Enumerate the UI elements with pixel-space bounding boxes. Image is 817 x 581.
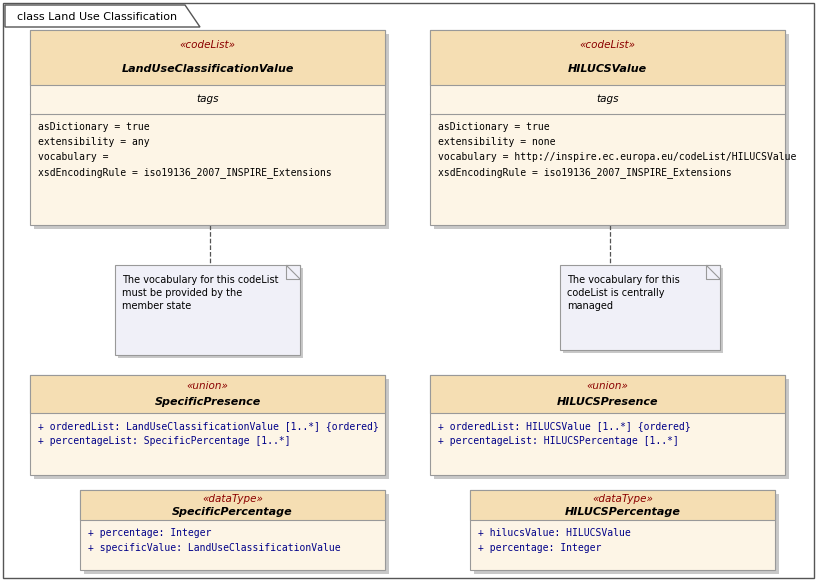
Text: xsdEncodingRule = iso19136_2007_INSPIRE_Extensions: xsdEncodingRule = iso19136_2007_INSPIRE_… (438, 167, 732, 178)
Bar (560, 265, 720, 350)
Text: extensibility = any: extensibility = any (38, 137, 150, 147)
Bar (34, 379, 389, 479)
Text: extensibility = none: extensibility = none (438, 137, 556, 147)
Bar (30, 30, 385, 85)
Text: tags: tags (196, 94, 219, 104)
Bar (80, 490, 385, 521)
Bar (118, 268, 303, 358)
Bar (430, 30, 785, 225)
Text: + orderedList: LandUseClassificationValue [1..*] {ordered}: + orderedList: LandUseClassificationValu… (38, 421, 379, 431)
Bar (115, 265, 300, 355)
Bar (80, 490, 385, 570)
Bar (30, 375, 385, 413)
Bar (430, 375, 785, 413)
Text: «dataType»: «dataType» (592, 493, 653, 504)
Text: tags: tags (596, 94, 618, 104)
Text: «union»: «union» (186, 381, 229, 390)
Text: SpecificPresence: SpecificPresence (154, 397, 261, 407)
Text: + percentage: Integer: + percentage: Integer (88, 528, 212, 539)
Text: + percentageList: SpecificPercentage [1..*]: + percentageList: SpecificPercentage [1.… (38, 436, 291, 446)
Bar (563, 268, 723, 353)
Text: + specificValue: LandUseClassificationValue: + specificValue: LandUseClassificationVa… (88, 543, 341, 553)
Text: LandUseClassificationValue: LandUseClassificationValue (121, 64, 293, 74)
Text: The vocabulary for this
codeList is centrally
managed: The vocabulary for this codeList is cent… (567, 275, 680, 311)
Polygon shape (5, 5, 200, 27)
Text: «codeList»: «codeList» (180, 40, 235, 51)
Text: vocabulary = http://inspire.ec.europa.eu/codeList/HILUCSValue: vocabulary = http://inspire.ec.europa.eu… (438, 152, 797, 162)
Bar (434, 34, 789, 229)
Bar (430, 375, 785, 475)
Text: «union»: «union» (587, 381, 628, 390)
Text: + orderedList: HILUCSValue [1..*] {ordered}: + orderedList: HILUCSValue [1..*] {order… (438, 421, 690, 431)
Polygon shape (706, 265, 720, 279)
Text: + percentageList: HILUCSPercentage [1..*]: + percentageList: HILUCSPercentage [1..*… (438, 436, 679, 446)
Text: HILUCSPercentage: HILUCSPercentage (565, 507, 681, 517)
Text: xsdEncodingRule = iso19136_2007_INSPIRE_Extensions: xsdEncodingRule = iso19136_2007_INSPIRE_… (38, 167, 332, 178)
Text: «codeList»: «codeList» (579, 40, 636, 51)
Bar (34, 34, 389, 229)
Bar (430, 30, 785, 85)
Text: vocabulary =: vocabulary = (38, 152, 109, 162)
Bar (470, 490, 775, 570)
Polygon shape (286, 265, 300, 279)
Text: + hilucsValue: HILUCSValue: + hilucsValue: HILUCSValue (478, 528, 631, 539)
Bar (84, 494, 389, 574)
Text: asDictionary = true: asDictionary = true (438, 122, 550, 132)
Text: asDictionary = true: asDictionary = true (38, 122, 150, 132)
Bar (30, 30, 385, 225)
Text: + percentage: Integer: + percentage: Integer (478, 543, 601, 553)
Bar (470, 490, 775, 521)
Bar (474, 494, 779, 574)
Text: SpecificPercentage: SpecificPercentage (172, 507, 292, 517)
Text: HILUCSValue: HILUCSValue (568, 64, 647, 74)
Bar (30, 375, 385, 475)
Text: The vocabulary for this codeList
must be provided by the
member state: The vocabulary for this codeList must be… (122, 275, 279, 311)
Bar (434, 379, 789, 479)
Text: «dataType»: «dataType» (202, 493, 263, 504)
Text: class Land Use Classification: class Land Use Classification (17, 12, 177, 22)
Text: HILUCSPresence: HILUCSPresence (556, 397, 659, 407)
